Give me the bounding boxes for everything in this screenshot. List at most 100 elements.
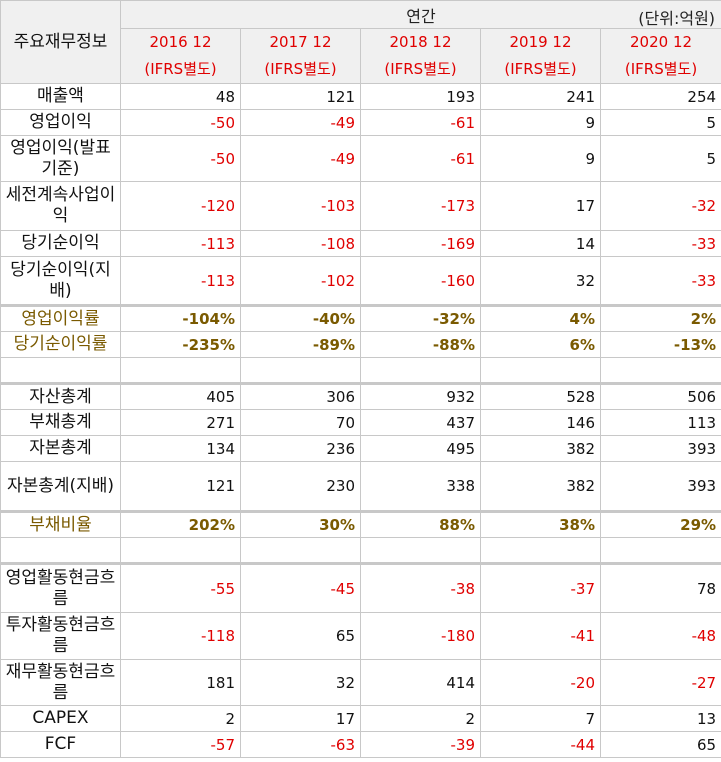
value-cell: 65 <box>240 612 361 660</box>
value-cell: 7 <box>480 705 601 732</box>
value-cell: -61 <box>360 135 481 182</box>
blank-cell <box>360 357 481 384</box>
value-cell: 338 <box>360 461 481 512</box>
value-cell: 405 <box>120 382 241 410</box>
period: 연간 <box>406 6 436 26</box>
blank-cell <box>360 537 481 564</box>
value-cell: 202% <box>120 510 241 538</box>
value-cell: -89% <box>240 331 361 358</box>
row: 당기순이익률 -235% -89% -88% 6% -13% <box>0 331 721 358</box>
header-row: 주요재무정보 연간 (단위:억원) <box>0 0 721 84</box>
year-row: 2016 12 (IFRS별도) 2017 12 (IFRS별도) 2018 12 (IF… <box>1 28 721 84</box>
value-cell: -88% <box>360 331 481 358</box>
value-cell: 271 <box>120 409 241 436</box>
value-cell: -102 <box>240 256 361 306</box>
value-cell: -113 <box>120 230 241 257</box>
value-cell: -20 <box>480 659 601 706</box>
value-cell: -120 <box>120 181 241 231</box>
value-cell: 17 <box>480 181 601 231</box>
blank-row <box>0 357 721 384</box>
blank-cell <box>240 357 361 384</box>
value-cell: 14 <box>480 230 601 257</box>
value-cell: 181 <box>120 659 241 706</box>
row: 영업이익 -50 -49 -61 9 5 <box>0 109 721 136</box>
row: 영업활동현금흐름 -55 -45 -38 -37 78 <box>0 562 721 613</box>
value-cell: -61 <box>360 109 481 136</box>
value-cell: 528 <box>480 382 601 410</box>
value-cell: -41 <box>480 612 601 660</box>
value-cell: -160 <box>360 256 481 306</box>
value-cell: 9 <box>480 109 601 136</box>
value-cell: 48 <box>120 83 241 110</box>
row-label: 재무활동현금흐름 <box>0 659 121 706</box>
value-cell: -45 <box>240 562 361 613</box>
row-label: 매출액 <box>0 83 121 110</box>
value-cell: 506 <box>599 382 721 410</box>
value-cell: 932 <box>360 382 481 410</box>
row-label: 영업이익 <box>0 109 121 136</box>
row: 당기순이익 -113 -108 -169 14 -33 <box>0 230 721 257</box>
value-cell: 38% <box>480 510 601 538</box>
value-cell: -113 <box>120 256 241 306</box>
value-cell: -118 <box>120 612 241 660</box>
value-cell: -49 <box>240 109 361 136</box>
value-cell: 113 <box>599 409 721 436</box>
value-cell: 32 <box>240 659 361 706</box>
row-label: 자산총계 <box>0 382 121 410</box>
value-cell: 414 <box>360 659 481 706</box>
year-cell: 2018 12 (IFRS별도) <box>360 28 481 84</box>
value-cell: -13% <box>599 331 721 358</box>
value-cell: -103 <box>240 181 361 231</box>
value-cell: -33 <box>599 256 721 306</box>
basis: (IFRS별도) <box>504 60 577 78</box>
value-cell: 2 <box>360 705 481 732</box>
value-cell: 65 <box>599 731 721 758</box>
value-cell: -39 <box>360 731 481 758</box>
value-cell: -44 <box>480 731 601 758</box>
row: 부채총계 271 70 437 146 113 <box>0 409 721 436</box>
value-cell: 306 <box>240 382 361 410</box>
year-cell: 2020 12 (IFRS별도) <box>599 28 721 84</box>
value-cell: 17 <box>240 705 361 732</box>
row: 투자활동현금흐름 -118 65 -180 -41 -48 <box>0 612 721 660</box>
row-label: 부채비율 <box>0 510 121 538</box>
basis: (IFRS별도) <box>624 60 698 78</box>
value-cell: 382 <box>480 461 601 512</box>
value-cell: -50 <box>120 109 241 136</box>
row-label: 부채총계 <box>0 409 121 436</box>
value-cell: -32% <box>360 304 481 332</box>
row: 매출액 48 121 193 241 254 <box>0 83 721 110</box>
row-label: 자본총계(지배) <box>0 461 121 512</box>
value-cell: -38 <box>360 562 481 613</box>
corner: 주요재무정보 <box>0 0 121 84</box>
row-label: 당기순이익 <box>0 230 121 257</box>
value-cell: -104% <box>120 304 241 332</box>
basis: (IFRS별도) <box>264 60 337 78</box>
row: 영업이익률 -104% -40% -32% 4% 2% <box>0 304 721 332</box>
row: 세전계속사업이익 -120 -103 -173 17 -32 <box>0 181 721 231</box>
blank-cell <box>120 357 241 384</box>
value-cell: -169 <box>360 230 481 257</box>
value-cell: -33 <box>599 230 721 257</box>
year-cell: 2016 12 (IFRS별도) <box>120 28 241 84</box>
blank-cell <box>240 537 361 564</box>
value-cell: 146 <box>480 409 601 436</box>
blank-cell <box>480 357 601 384</box>
value-cell: 393 <box>599 461 721 512</box>
value-cell: 437 <box>360 409 481 436</box>
year: 2020 12 <box>630 33 693 51</box>
value-cell: 382 <box>480 435 601 462</box>
value-cell: 9 <box>480 135 601 182</box>
row: FCF -57 -63 -39 -44 65 <box>0 731 721 758</box>
unit: (단위:억원) <box>638 9 716 28</box>
row-label: 영업이익(발표기준) <box>0 135 121 182</box>
basis: (IFRS별도) <box>144 60 217 78</box>
value-cell: -50 <box>120 135 241 182</box>
blank-cell <box>480 537 601 564</box>
row: 재무활동현금흐름 181 32 414 -20 -27 <box>0 659 721 706</box>
row-label: 영업이익률 <box>0 304 121 332</box>
row-label: 자본총계 <box>0 435 121 462</box>
